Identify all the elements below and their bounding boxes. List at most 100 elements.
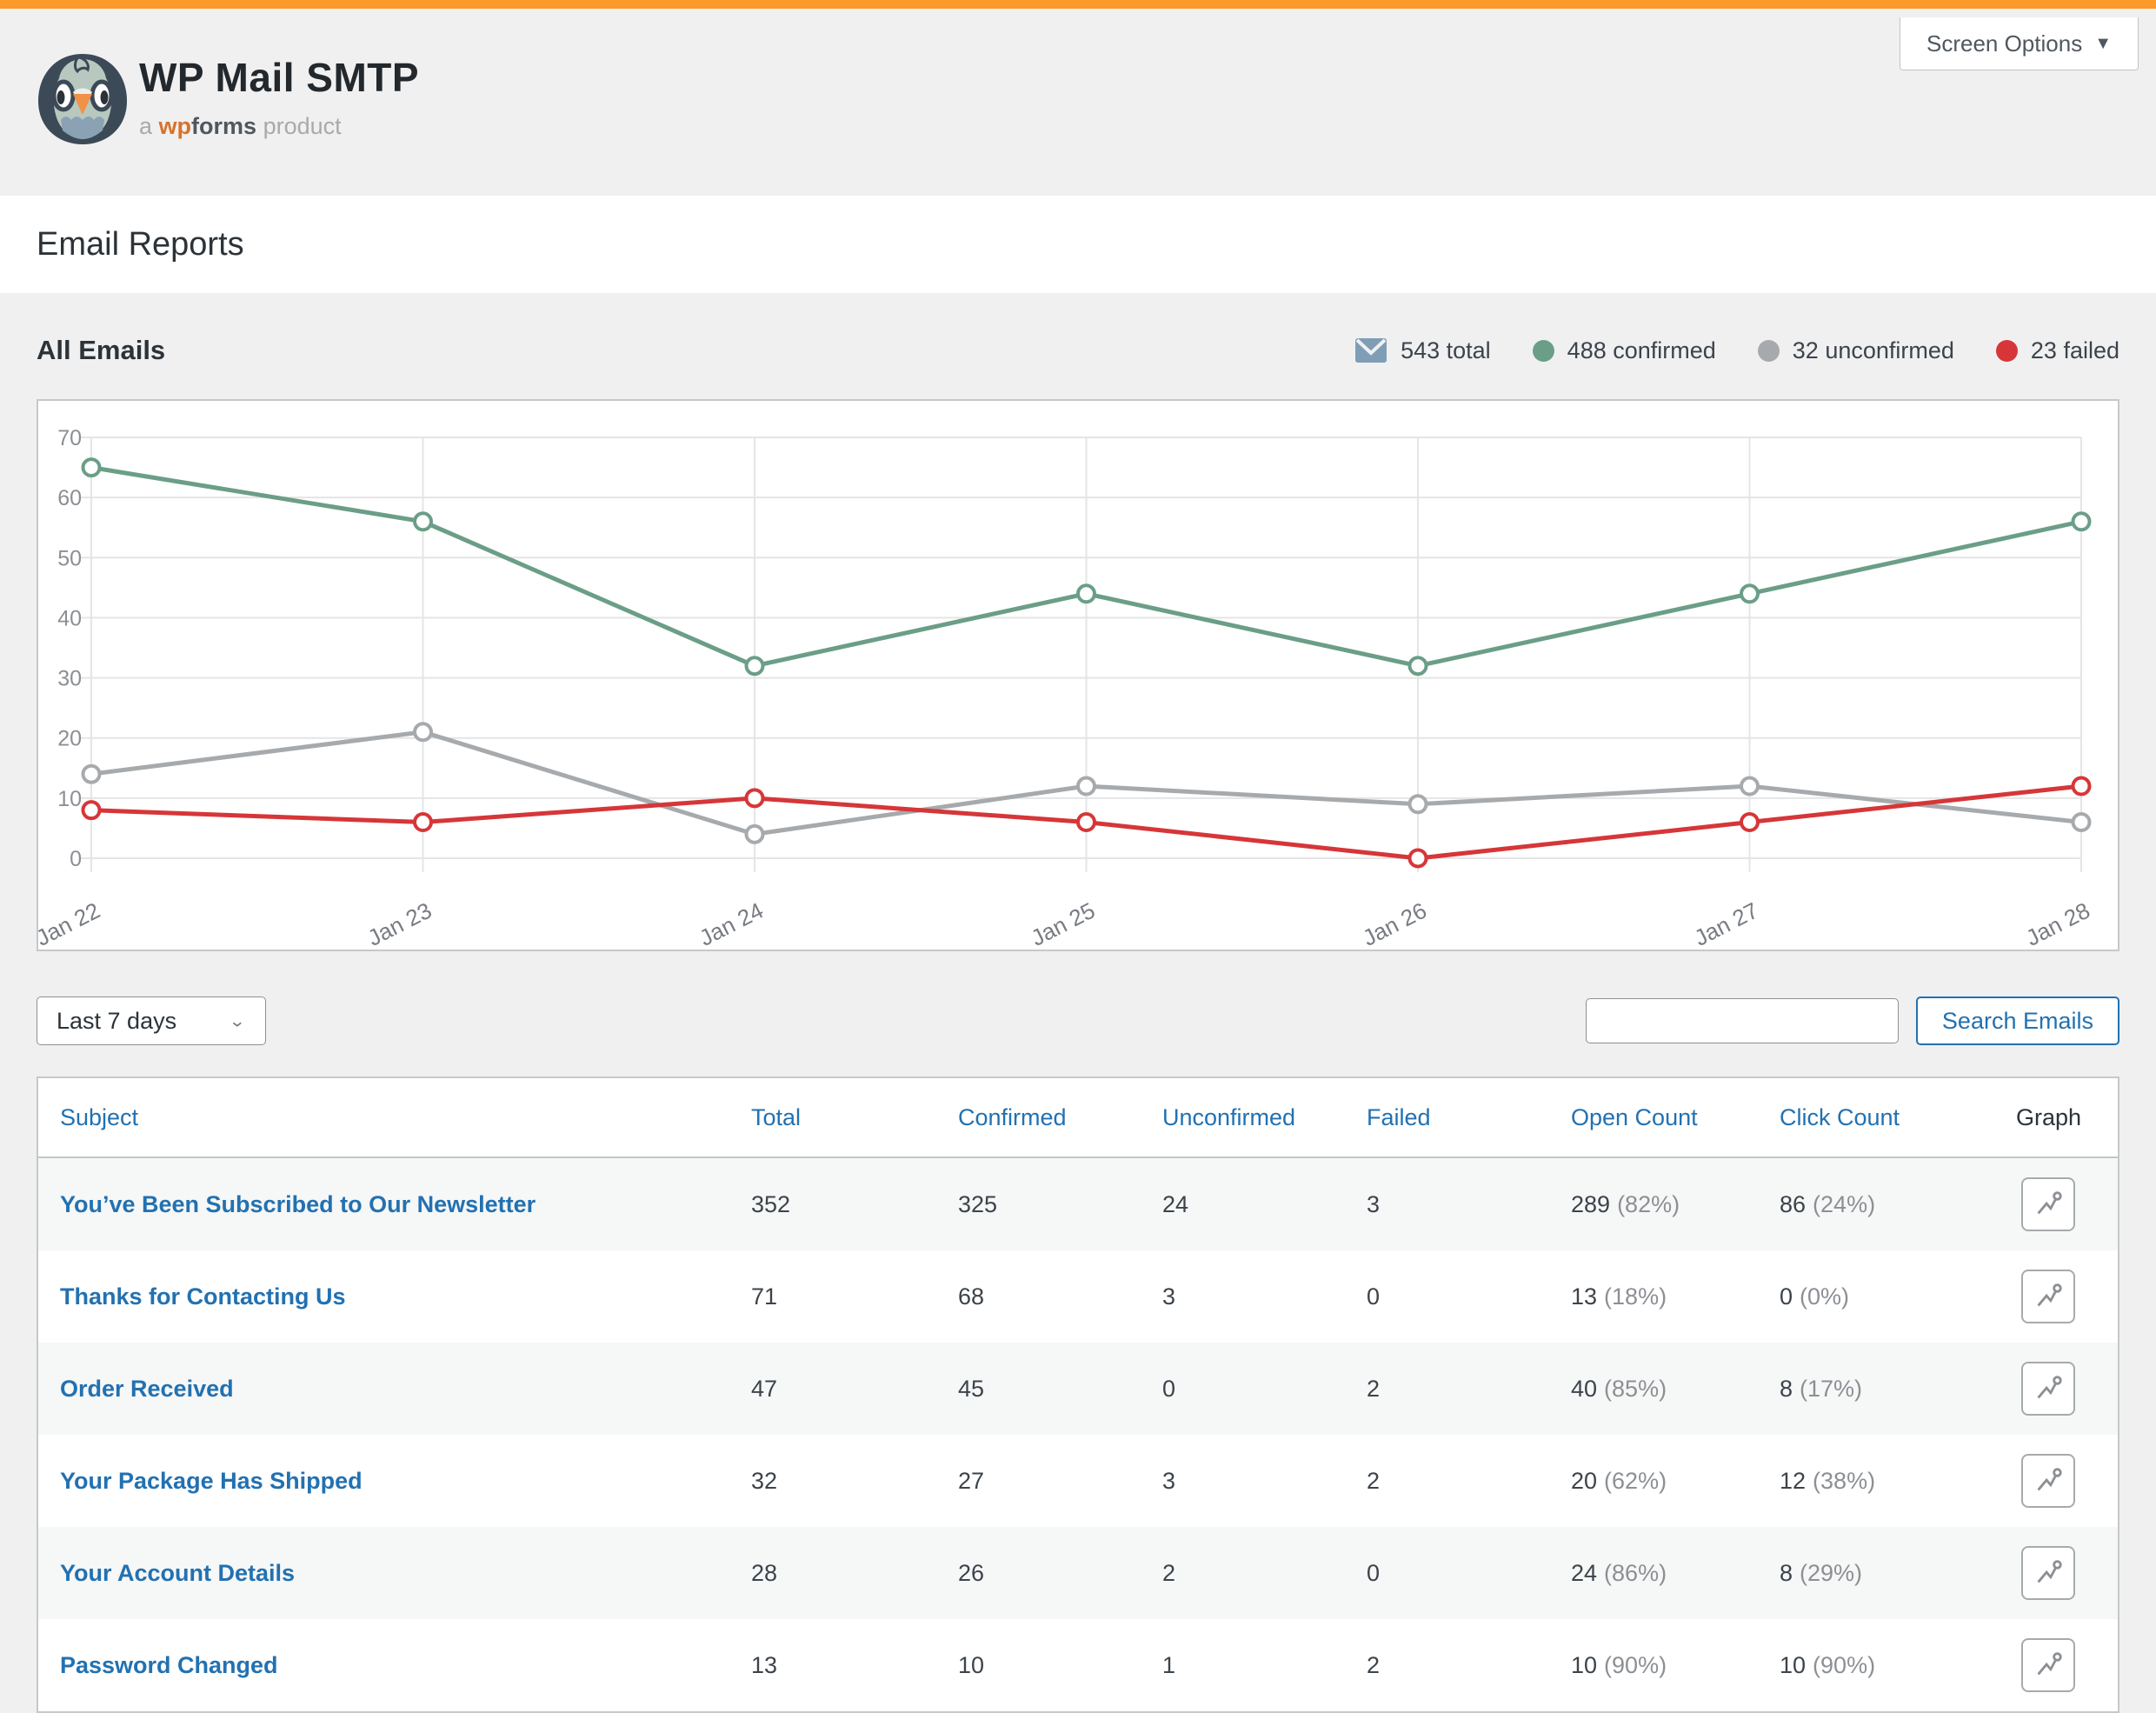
graph-cell bbox=[2016, 1177, 2118, 1231]
click-count-cell: 8 (29%) bbox=[1780, 1559, 1863, 1586]
unconfirmed-cell: 3 bbox=[1162, 1467, 1176, 1494]
app-header: WP Mail SMTP a wpforms product Screen Op… bbox=[0, 9, 2156, 196]
click-count-cell: 12 (38%) bbox=[1780, 1467, 1876, 1494]
confirmed-cell: 45 bbox=[958, 1375, 985, 1402]
svg-text:Jan 22: Jan 22 bbox=[38, 897, 104, 946]
open-count-cell: 20 (62%) bbox=[1571, 1467, 1667, 1494]
confirmed-cell: 10 bbox=[958, 1651, 985, 1678]
open-count-cell: 24 (86%) bbox=[1571, 1559, 1667, 1586]
row-graph-button[interactable] bbox=[2021, 1546, 2075, 1600]
graph-cell bbox=[2016, 1362, 2118, 1416]
failed-cell: 0 bbox=[1367, 1559, 1381, 1586]
legend-total-label: 543 total bbox=[1401, 337, 1491, 363]
column-header-graph: Graph bbox=[2016, 1103, 2082, 1130]
row-graph-button[interactable] bbox=[2021, 1177, 2075, 1231]
unconfirmed-cell: 24 bbox=[1162, 1190, 1189, 1217]
failed-cell: 2 bbox=[1367, 1375, 1381, 1402]
table-controls: Last 7 days ⌄ Search Emails bbox=[37, 996, 2119, 1045]
email-reports-table: Subject Total Confirmed Unconfirmed Fail… bbox=[37, 1076, 2119, 1713]
graph-cell bbox=[2016, 1454, 2118, 1508]
screen-options-button[interactable]: Screen Options ▼ bbox=[1899, 17, 2139, 70]
svg-text:Jan 25: Jan 25 bbox=[1027, 897, 1099, 946]
confirmed-cell: 68 bbox=[958, 1283, 985, 1310]
unconfirmed-cell: 1 bbox=[1162, 1651, 1176, 1678]
svg-text:Jan 26: Jan 26 bbox=[1359, 897, 1431, 946]
chevron-down-icon: ▼ bbox=[2094, 33, 2112, 53]
subject-cell: Your Package Has Shipped bbox=[60, 1468, 751, 1495]
failed-dot-icon bbox=[1995, 339, 2018, 362]
email-subject-link[interactable]: Password Changed bbox=[60, 1651, 278, 1678]
legend-unconfirmed: 32 unconfirmed bbox=[1757, 337, 1954, 364]
legend-failed-label: 23 failed bbox=[2030, 337, 2119, 363]
table-row: Password Changed 13 10 1 2 10 (90%) 10 (90%) bbox=[38, 1619, 2118, 1711]
click-count-cell: 10 (90%) bbox=[1780, 1651, 1876, 1678]
unconfirmed-cell: 2 bbox=[1162, 1559, 1176, 1586]
email-subject-link[interactable]: Your Account Details bbox=[60, 1559, 296, 1586]
legend-total: 543 total bbox=[1354, 337, 1491, 364]
row-graph-button[interactable] bbox=[2021, 1638, 2075, 1692]
column-header-unconfirmed[interactable]: Unconfirmed bbox=[1162, 1103, 1296, 1130]
legend-unconfirmed-label: 32 unconfirmed bbox=[1792, 337, 1954, 363]
table-row: Thanks for Contacting Us 71 68 3 0 13 (18%) 0 (0… bbox=[38, 1250, 2118, 1343]
svg-text:40: 40 bbox=[57, 606, 82, 630]
legend-confirmed: 488 confirmed bbox=[1532, 337, 1716, 364]
column-header-click-count[interactable]: Click Count bbox=[1780, 1103, 1900, 1130]
svg-text:50: 50 bbox=[57, 546, 82, 570]
envelope-icon bbox=[1355, 338, 1387, 363]
emails-line-chart: 0 10 20 30 40 50 60 70 Jan 22 Jan 23 Jan 24 Jan 25 J… bbox=[37, 399, 2119, 951]
app-title: WP Mail SMTP bbox=[139, 55, 420, 100]
failed-cell: 2 bbox=[1367, 1467, 1381, 1494]
search-input[interactable] bbox=[1585, 998, 1899, 1043]
graph-cell bbox=[2016, 1546, 2118, 1600]
graph-cell bbox=[2016, 1638, 2118, 1692]
total-cell: 13 bbox=[751, 1651, 778, 1678]
search-emails-button[interactable]: Search Emails bbox=[1915, 996, 2119, 1045]
svg-text:10: 10 bbox=[57, 787, 82, 811]
column-header-subject[interactable]: Subject bbox=[60, 1103, 139, 1130]
screen-options-label: Screen Options bbox=[1926, 30, 2083, 57]
subject-cell: Your Account Details bbox=[60, 1560, 751, 1587]
email-subject-link[interactable]: You’ve Been Subscribed to Our Newsletter bbox=[60, 1190, 536, 1217]
date-range-select[interactable]: Last 7 days ⌄ bbox=[37, 996, 266, 1045]
subject-cell: You’ve Been Subscribed to Our Newsletter bbox=[60, 1191, 751, 1218]
total-cell: 352 bbox=[751, 1190, 791, 1217]
email-subject-link[interactable]: Order Received bbox=[60, 1375, 234, 1402]
table-header-row: Subject Total Confirmed Unconfirmed Fail… bbox=[38, 1078, 2118, 1158]
confirmed-dot-icon bbox=[1532, 339, 1554, 362]
row-graph-button[interactable] bbox=[2021, 1362, 2075, 1416]
open-count-cell: 13 (18%) bbox=[1571, 1283, 1667, 1310]
failed-cell: 2 bbox=[1367, 1651, 1381, 1678]
tagline-suffix: product bbox=[263, 113, 342, 139]
legend-failed: 23 failed bbox=[1995, 337, 2119, 364]
search-group: Search Emails bbox=[1585, 996, 2119, 1045]
column-header-open-count[interactable]: Open Count bbox=[1571, 1103, 1698, 1130]
confirmed-cell: 325 bbox=[958, 1190, 998, 1217]
click-count-cell: 8 (17%) bbox=[1780, 1375, 1863, 1402]
column-header-confirmed[interactable]: Confirmed bbox=[958, 1103, 1067, 1130]
svg-text:Jan 23: Jan 23 bbox=[363, 897, 436, 946]
app-tagline: a wpforms product bbox=[139, 113, 419, 140]
email-subject-link[interactable]: Your Package Has Shipped bbox=[60, 1467, 363, 1494]
row-graph-button[interactable] bbox=[2021, 1454, 2075, 1508]
email-table-body: You’ve Been Subscribed to Our Newsletter… bbox=[38, 1158, 2118, 1711]
email-subject-link[interactable]: Thanks for Contacting Us bbox=[60, 1283, 346, 1310]
column-header-failed[interactable]: Failed bbox=[1367, 1103, 1431, 1130]
row-graph-button[interactable] bbox=[2021, 1270, 2075, 1323]
top-accent-bar bbox=[0, 0, 2156, 9]
svg-text:Jan 28: Jan 28 bbox=[2022, 897, 2094, 946]
graph-cell bbox=[2016, 1270, 2118, 1323]
failed-cell: 3 bbox=[1367, 1190, 1381, 1217]
unconfirmed-dot-icon bbox=[1757, 339, 1780, 362]
tagline-prefix: a bbox=[139, 113, 153, 139]
subject-cell: Thanks for Contacting Us bbox=[60, 1283, 751, 1310]
brand-block: WP Mail SMTP a wpforms product bbox=[139, 54, 419, 140]
confirmed-cell: 26 bbox=[958, 1559, 985, 1586]
svg-text:Jan 27: Jan 27 bbox=[1690, 897, 1762, 946]
column-header-total[interactable]: Total bbox=[751, 1103, 802, 1130]
pigeon-mascot-icon bbox=[38, 54, 127, 144]
svg-text:60: 60 bbox=[57, 486, 82, 510]
total-cell: 71 bbox=[751, 1283, 778, 1310]
open-count-cell: 289 (82%) bbox=[1571, 1190, 1680, 1217]
svg-text:70: 70 bbox=[57, 426, 82, 450]
tagline-wp: wp bbox=[158, 113, 192, 139]
